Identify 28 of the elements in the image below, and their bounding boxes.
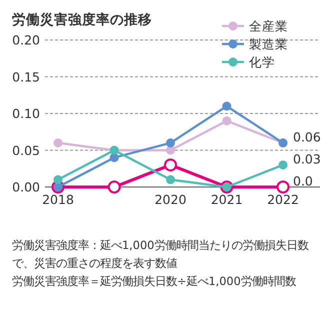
point bbox=[54, 138, 62, 148]
point bbox=[222, 102, 232, 111]
x-tick-label: 2018 bbox=[42, 192, 74, 207]
data-label: 0.06 bbox=[293, 129, 321, 144]
x-tick-label: 2020 bbox=[154, 192, 186, 207]
text: 労働災害強度率：延べ1,000労働時間当たりの労働損失日数で、災害の重さの程度を表す数値 bbox=[12, 238, 310, 272]
legend-label: 全産業 bbox=[249, 18, 288, 34]
point bbox=[166, 175, 175, 184]
x-tick-label: 2022 bbox=[267, 192, 299, 207]
legend-label: 製造業 bbox=[249, 36, 288, 52]
data-label: 0.03 bbox=[293, 151, 321, 166]
point bbox=[278, 160, 288, 170]
y-tick-label: 0.00 bbox=[12, 180, 40, 194]
point bbox=[164, 158, 177, 172]
y-tick-label: 0.05 bbox=[12, 142, 40, 158]
point bbox=[222, 116, 232, 126]
data-label: 0.0 bbox=[293, 174, 313, 188]
chart-title: 労働災害強度率の推移 bbox=[12, 11, 152, 28]
point bbox=[276, 180, 290, 194]
x-tick-label: 2021 bbox=[210, 192, 243, 207]
text: 労働災害強度率＝延労働損失日数÷延べ1,000労働時間数 bbox=[12, 274, 297, 290]
point bbox=[166, 138, 175, 148]
y-tick-label: 0.15 bbox=[12, 69, 40, 84]
point bbox=[108, 180, 121, 194]
y-tick-label: 0.10 bbox=[12, 106, 40, 121]
point bbox=[54, 175, 62, 184]
legend-label: 化学 bbox=[249, 54, 275, 70]
y-tick-label: 0.20 bbox=[12, 32, 40, 48]
